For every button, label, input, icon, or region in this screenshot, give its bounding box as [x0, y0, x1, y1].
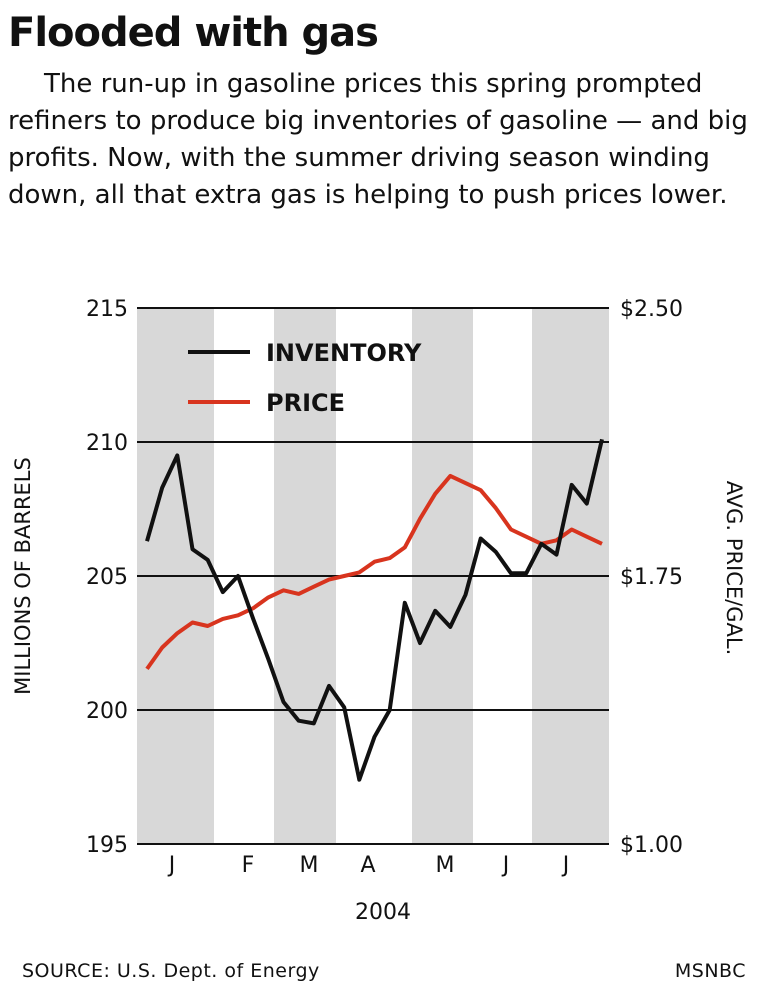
month-label: J [501, 853, 510, 878]
left-tick-label: 200 [86, 699, 128, 724]
month-label: J [167, 853, 176, 878]
left-axis-ticks: 215 210 205 200 195 [86, 297, 128, 858]
right-tick-label: $2.50 [620, 297, 683, 322]
price-series-line [145, 473, 603, 671]
left-axis-label: MILLIONS OF BARRELS [11, 457, 35, 695]
credit: MSNBC [674, 960, 746, 982]
intro-text: The run-up in gasoline prices this sprin… [8, 66, 748, 214]
inventory-series-line [145, 438, 604, 782]
legend-label-inventory: INVENTORY [266, 339, 422, 367]
month-label: M [436, 853, 455, 878]
month-label: F [242, 853, 255, 878]
right-tick-label: $1.75 [620, 565, 683, 590]
headline: Flooded with gas [8, 10, 379, 56]
right-tick-label: $1.00 [620, 833, 683, 858]
left-tick-label: 195 [86, 833, 128, 858]
right-axis-label: AVG. PRICE/GAL. [722, 481, 746, 655]
year-label: 2004 [355, 900, 411, 925]
intro-body: The run-up in gasoline prices this sprin… [8, 69, 748, 210]
legend-label-price: PRICE [266, 389, 345, 417]
legend: INVENTORY PRICE [188, 339, 422, 417]
source-note: SOURCE: U.S. Dept. of Energy [22, 960, 320, 982]
gridlines [137, 307, 609, 845]
left-tick-label: 205 [86, 565, 128, 590]
left-tick-label: 215 [86, 297, 128, 322]
left-tick-label: 210 [86, 431, 128, 456]
month-label: A [360, 853, 375, 878]
right-axis-ticks: $2.50 $1.75 $1.00 [620, 297, 683, 858]
month-label: M [300, 853, 319, 878]
month-label: J [561, 853, 570, 878]
